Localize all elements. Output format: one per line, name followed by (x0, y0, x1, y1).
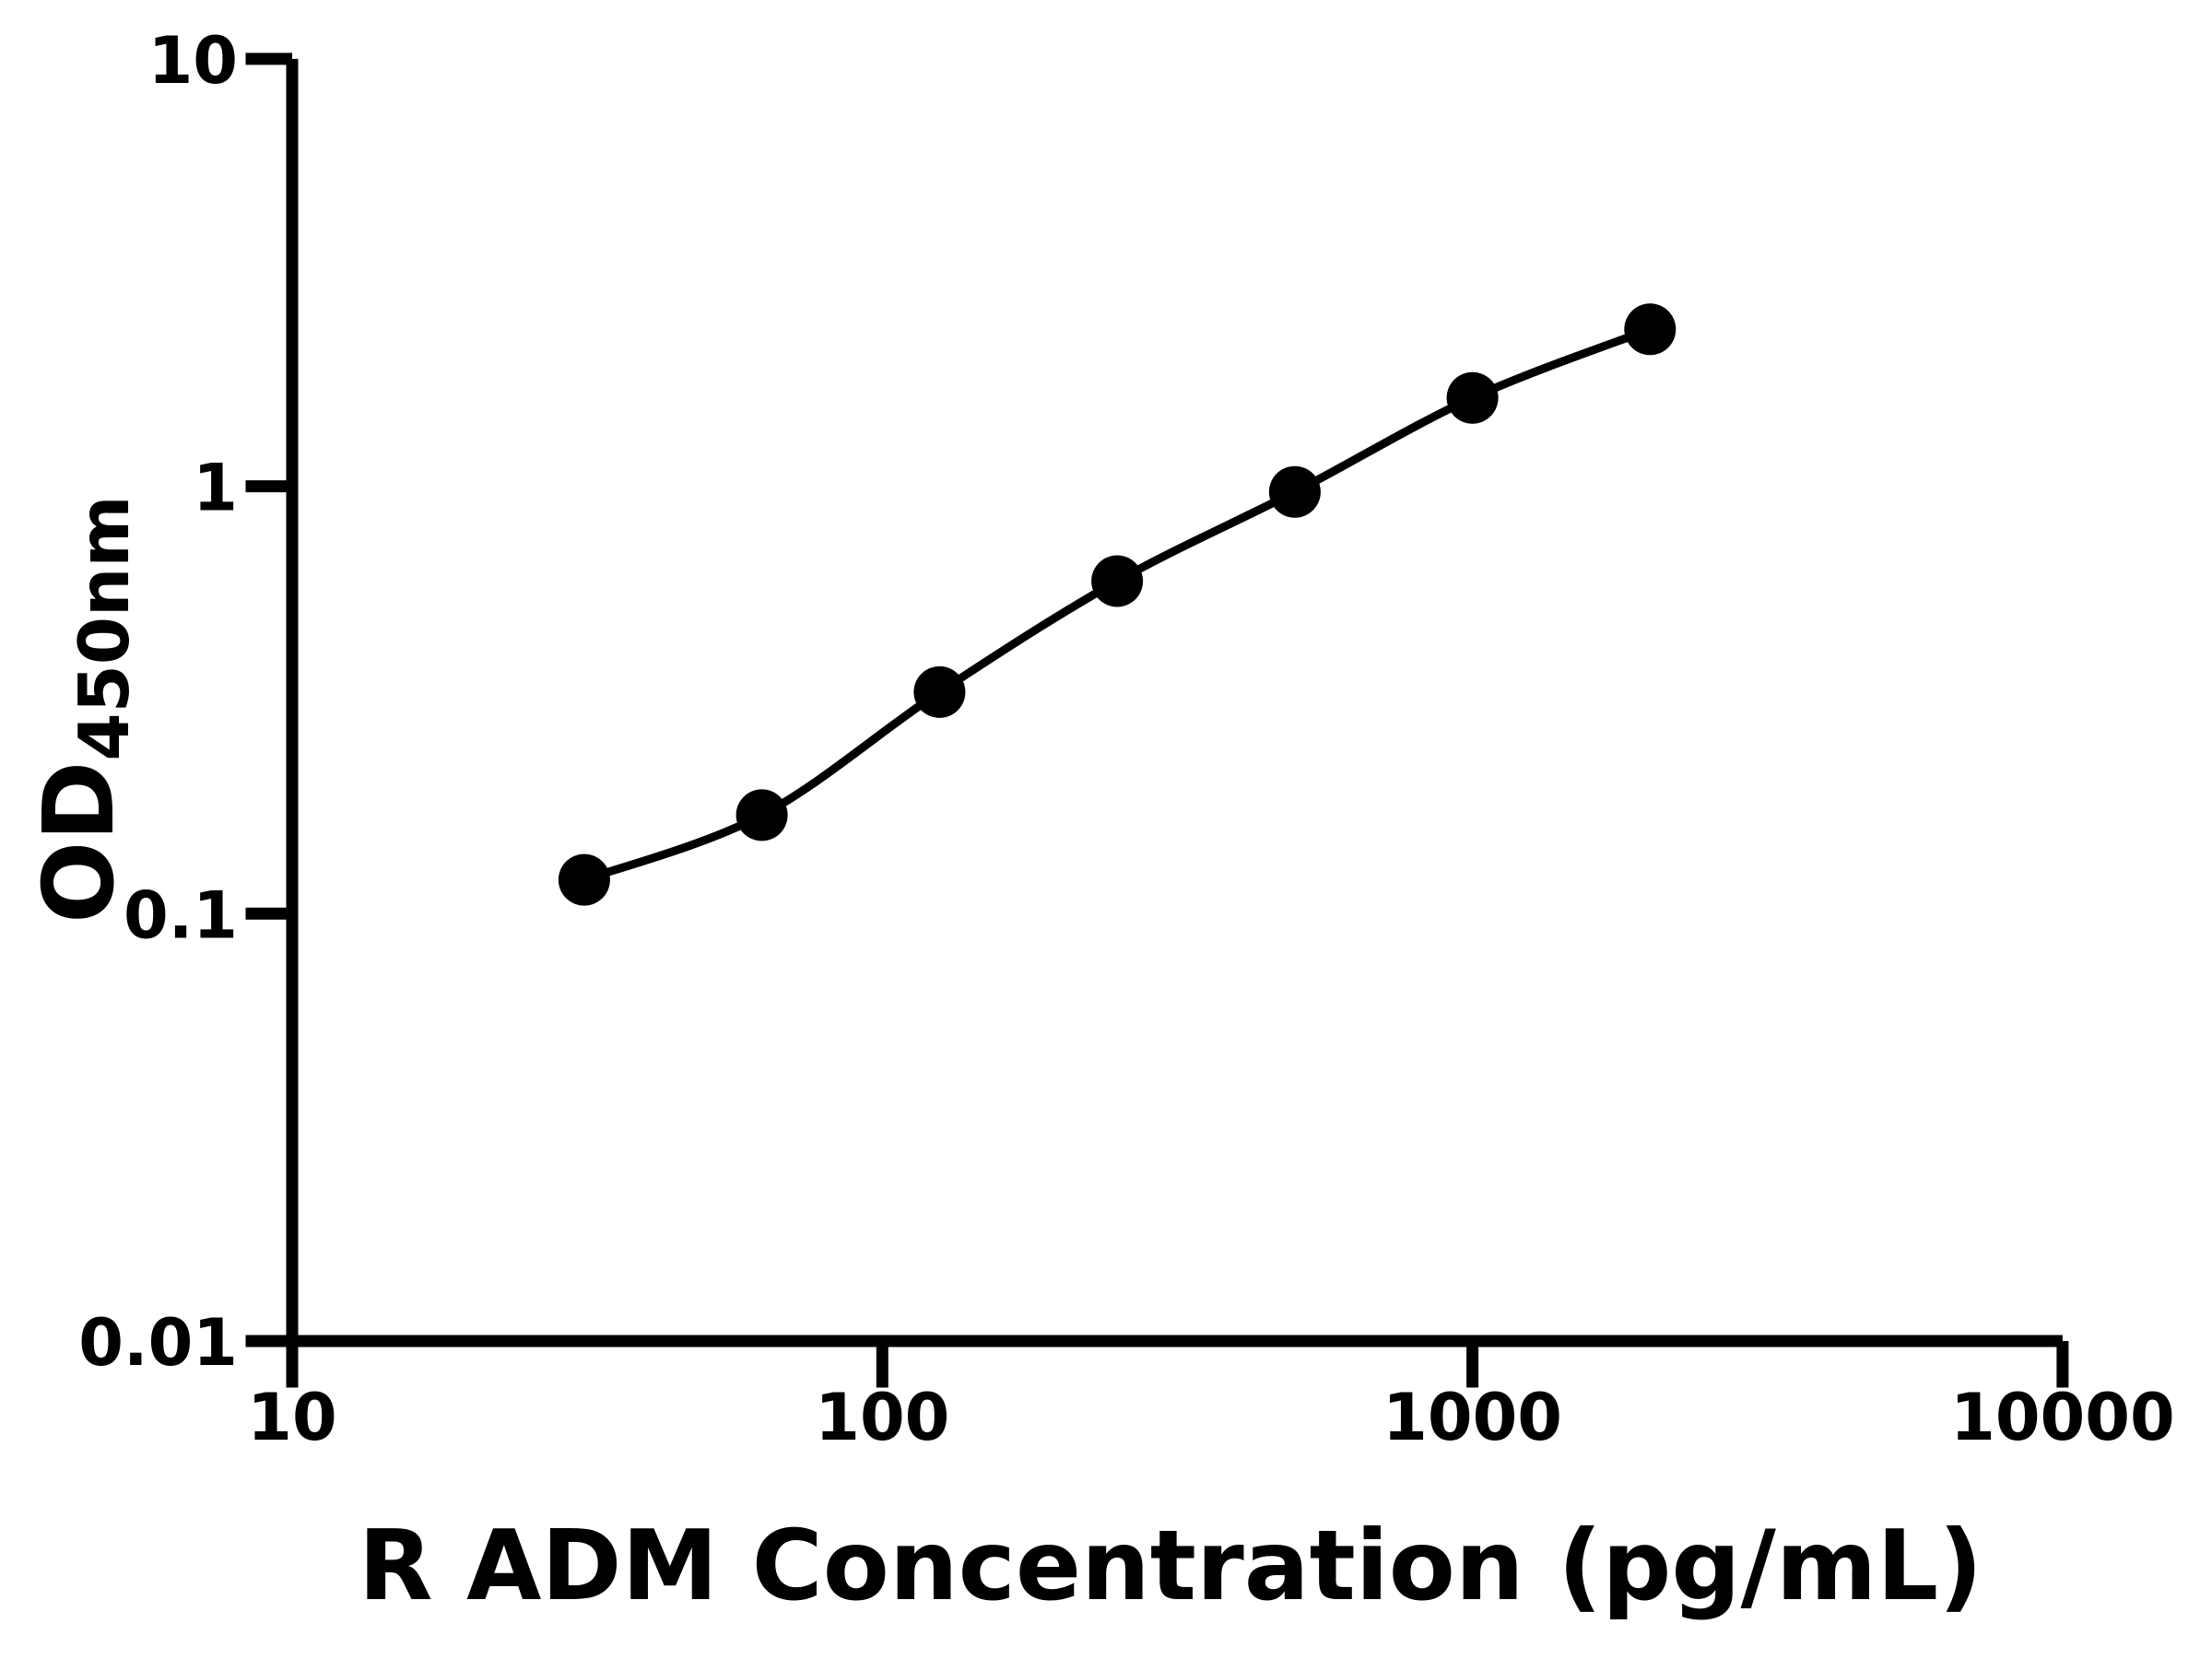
y-axis-title-main: OD (23, 761, 135, 924)
x-axis-tick-labels: 10 100 1000 10000 (247, 1380, 2174, 1455)
data-point-marker (913, 665, 966, 718)
x-tick-label: 1000 (1382, 1380, 1562, 1455)
data-point-marker (1624, 303, 1677, 356)
data-series (558, 303, 1677, 906)
y-axis-title: OD450nm (23, 495, 145, 924)
y-tick-label: 0.01 (78, 1305, 238, 1381)
y-axis-tick-labels: 0.01 0.1 1 10 (78, 23, 238, 1381)
x-tick-label: 100 (815, 1380, 949, 1455)
x-tick-label: 10 (247, 1380, 336, 1455)
x-axis-title: R ADM Concentration (pg/mL) (359, 1510, 1983, 1622)
y-axis-ticks (245, 53, 292, 1347)
data-point-marker (1268, 465, 1321, 518)
y-tick-label: 1 (193, 451, 238, 526)
y-tick-label: 10 (148, 23, 238, 99)
x-tick-label: 10000 (1950, 1380, 2175, 1455)
data-point-marker (735, 789, 788, 841)
axis-lines (286, 58, 2063, 1347)
axes (286, 58, 2063, 1347)
x-axis-ticks (286, 1341, 2069, 1388)
data-point-marker (558, 853, 610, 906)
data-point-marker (1446, 371, 1499, 424)
y-tick-label: 0.1 (124, 877, 238, 953)
data-point-marker (1091, 555, 1144, 607)
y-axis-title-subscript: 450nm (64, 495, 145, 760)
